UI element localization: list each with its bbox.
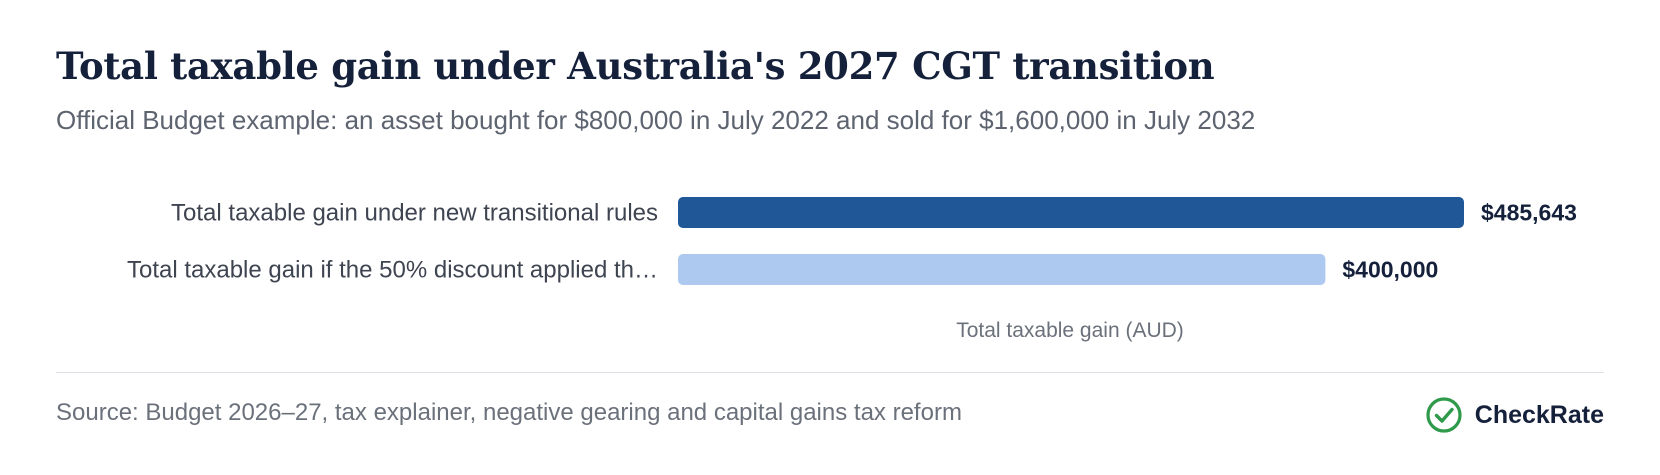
brand-name: CheckRate: [1474, 400, 1604, 429]
brand-logo: CheckRate: [1425, 396, 1604, 434]
bars-layer: Total taxable gain under new transitiona…: [127, 197, 1577, 285]
category-label-1: Total taxable gain if the 50% discount a…: [127, 257, 658, 284]
bar-0: [678, 197, 1464, 228]
x-axis-label: Total taxable gain (AUD): [956, 319, 1184, 342]
chart-title: Total taxable gain under Australia's 202…: [56, 44, 1215, 88]
divider: [56, 372, 1604, 373]
chart-subtitle: Official Budget example: an asset bought…: [56, 105, 1256, 135]
bar-chart: Total taxable gain under new transitiona…: [127, 197, 1577, 342]
check-circle-icon: [1426, 397, 1462, 433]
bar-1: [678, 254, 1326, 285]
source-note: Source: Budget 2026–27, tax explainer, n…: [56, 399, 962, 426]
value-label-0: $485,643: [1481, 200, 1577, 226]
category-label-0: Total taxable gain under new transitiona…: [171, 200, 658, 227]
value-label-1: $400,000: [1342, 257, 1438, 283]
